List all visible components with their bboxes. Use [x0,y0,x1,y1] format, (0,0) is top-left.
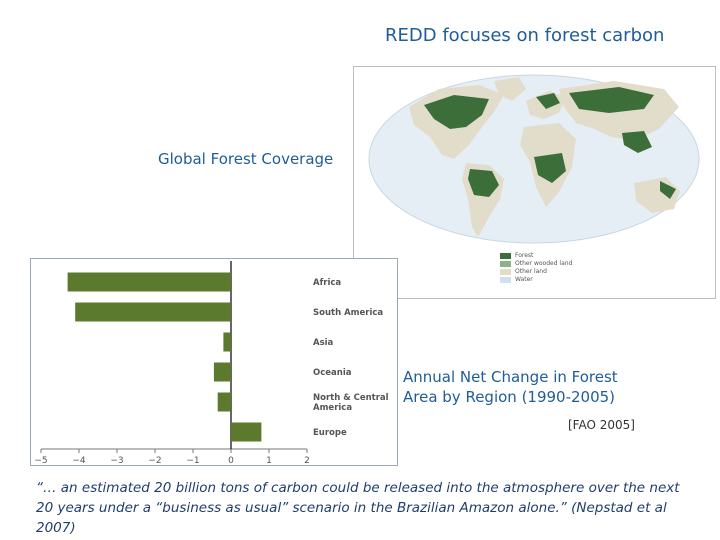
bar-0 [67,272,231,292]
greenland-shape [494,77,526,101]
legend-swatch-forest [500,253,511,259]
world-map-svg [368,74,700,244]
category-label-5: Europe [313,428,347,438]
legend-swatch-other-wooded-land [500,261,511,267]
legend-label-forest: Forest [515,252,534,259]
category-label-0: Africa [313,278,341,288]
chart-caption: Annual Net Change in Forest Area by Regi… [403,368,618,406]
x-tick-label-3: −2 [148,456,161,465]
x-tick-label-7: 2 [304,456,310,465]
x-tick-label-0: −5 [34,456,47,465]
legend-swatch-water [500,277,511,283]
x-tick-label-4: −1 [186,456,199,465]
slide-title: REDD focuses on forest carbon [385,25,665,46]
southeast-asia-forest [622,131,652,153]
category-label-4-1: America [313,403,352,413]
x-tick-label-6: 1 [266,456,272,465]
category-label-1: South America [313,308,383,318]
legend-item-water: Water [500,276,572,284]
category-label-4-0: North & Central [313,393,389,403]
bar-4 [217,392,231,412]
legend-label-other-land: Other land [515,268,547,275]
legend-item-other-wooded-land: Other wooded land [500,260,572,268]
legend-swatch-other-land [500,269,511,275]
legend-label-other-wooded-land: Other wooded land [515,260,573,267]
europe-forest [536,93,560,109]
asia-forest [569,87,654,113]
category-label-3: Oceania [313,368,352,378]
south-america-forest [468,169,499,197]
world-forest-map [353,66,716,299]
category-label-2: Asia [313,338,334,348]
bar-chart-svg: −5 −4 −3 −2 −1 0 1 2 Africa South America Asia Ocea… [34,261,389,478]
forest-change-chart: −5 −4 −3 −2 −1 0 1 2 Africa South America Asia Ocea… [30,258,398,478]
legend-item-forest: Forest [500,252,572,260]
map-label: Global Forest Coverage [158,150,334,168]
north-america-forest [424,95,489,129]
legend-item-other-land: Other land [500,268,572,276]
australia-forest [660,181,676,199]
legend-label-water: Water [515,276,533,283]
bar-5 [231,422,262,442]
x-tick-label-2: −3 [110,456,123,465]
map-legend: Forest Other wooded land Other land Wate… [500,252,572,284]
source-citation: [FAO 2005] [568,418,635,432]
quote-text: “… an estimated 20 billion tons of carbo… [36,480,680,536]
bar-1 [75,302,231,322]
x-tick-label-5: 0 [228,456,234,465]
africa-forest [534,153,566,183]
bar-2 [223,332,231,352]
x-tick-label-1: −4 [72,456,86,465]
bar-3 [213,362,231,382]
